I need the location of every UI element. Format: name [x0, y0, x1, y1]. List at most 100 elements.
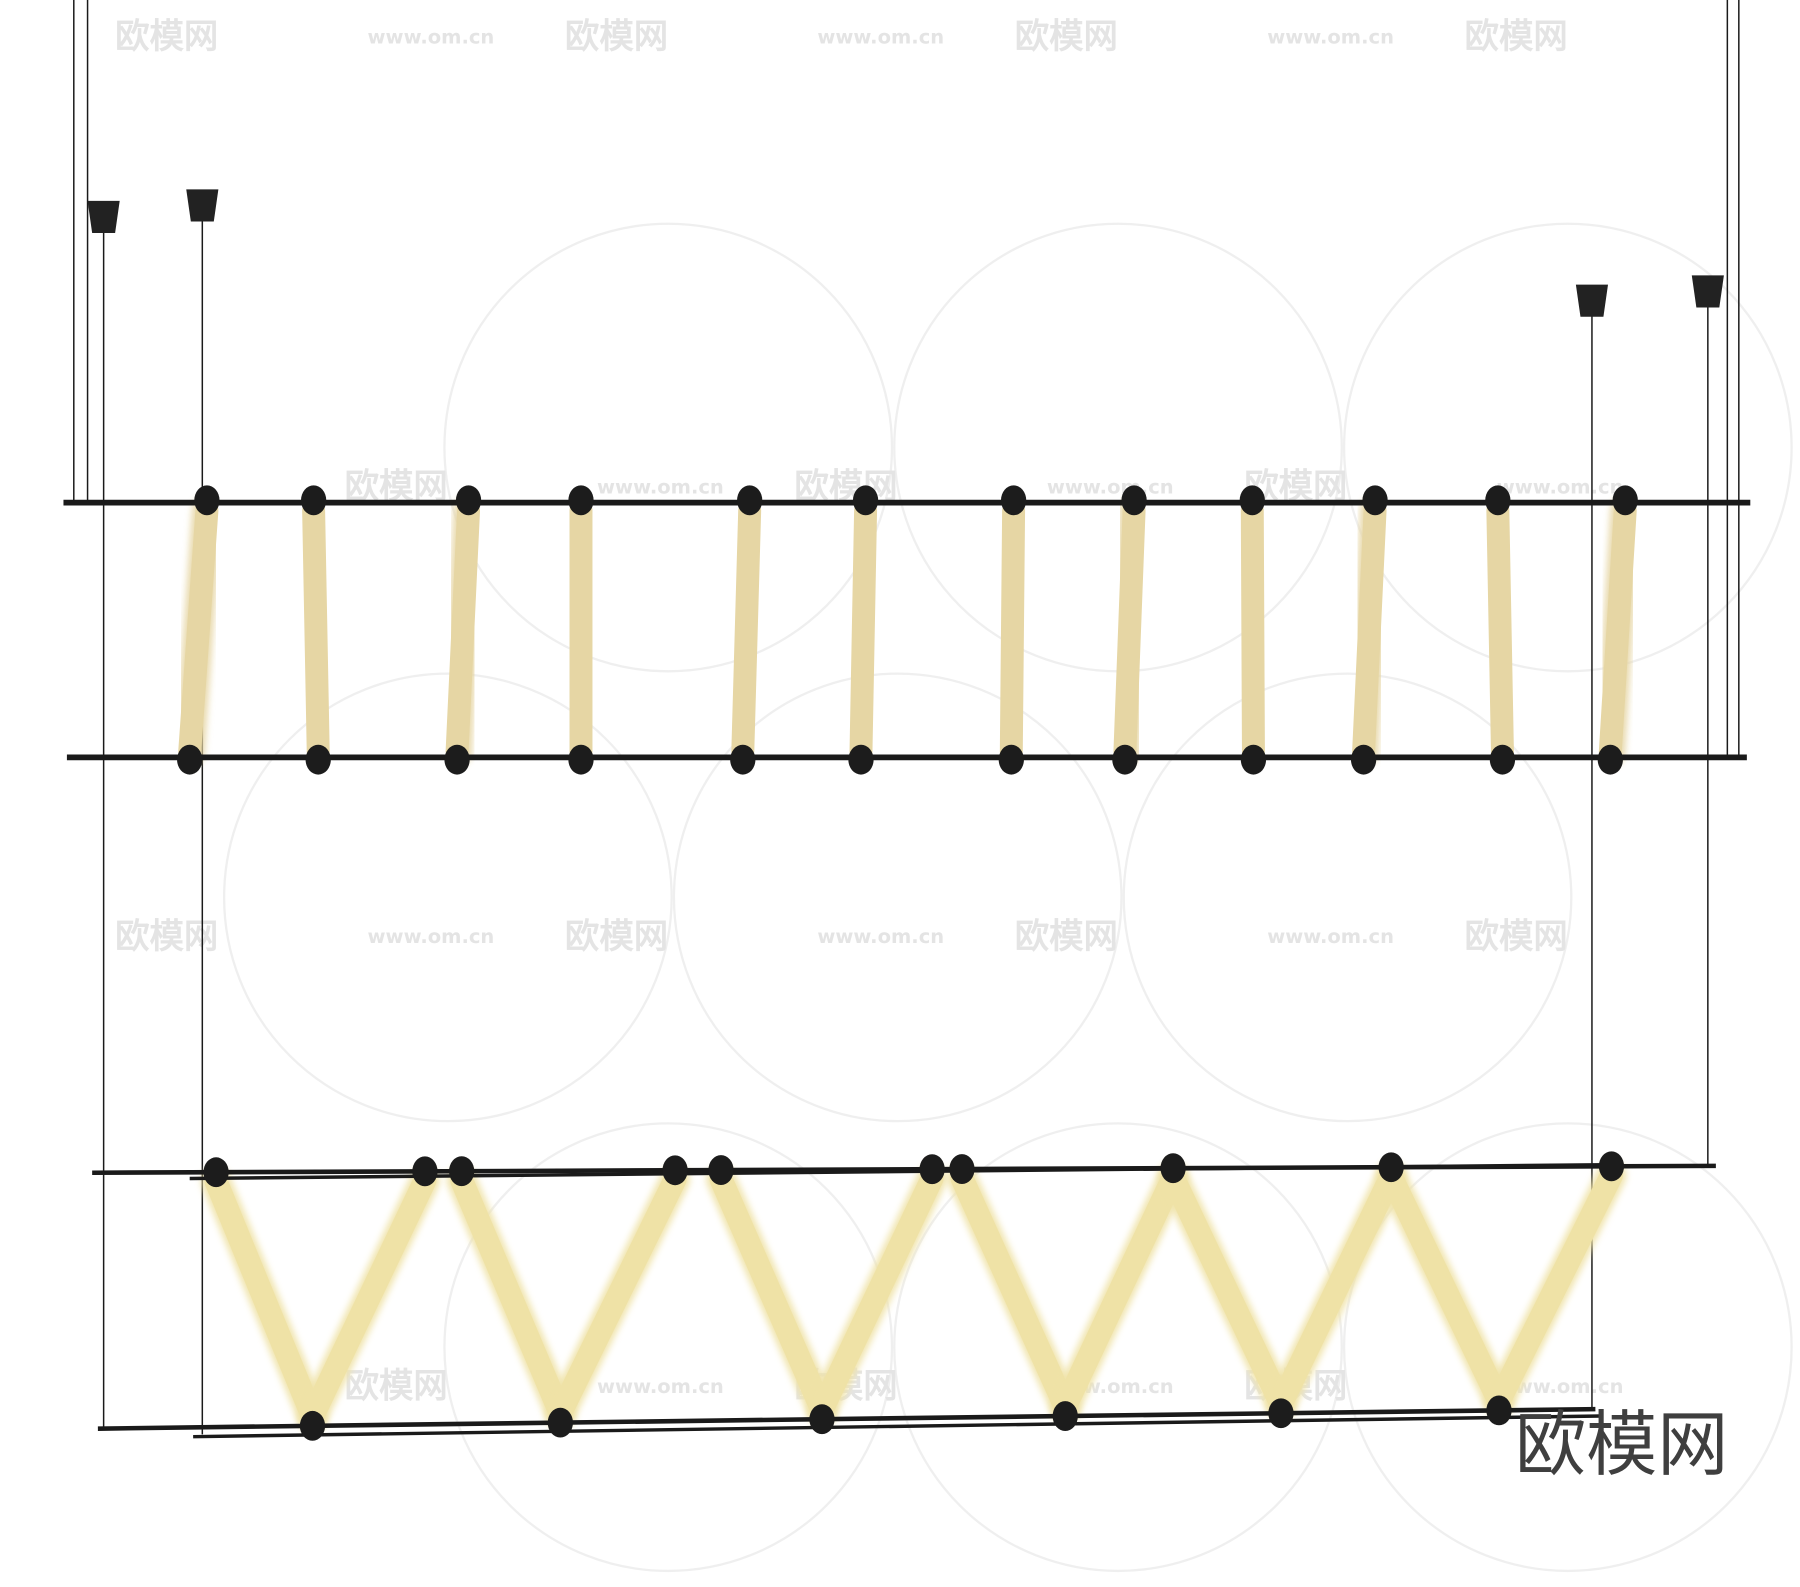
watermark-circle	[1122, 672, 1573, 1123]
tube-end-cap	[444, 744, 470, 775]
glow-tube-core	[1487, 1164, 1623, 1413]
tube-end-cap	[1239, 485, 1265, 516]
glow-tube-core	[302, 499, 330, 764]
glow-tube-core	[445, 499, 481, 764]
watermark-url: www.om.cn	[817, 925, 944, 948]
watermark-brand: 欧模网	[565, 917, 668, 957]
watermark-url: www.om.cn	[597, 475, 724, 498]
tube-end-cap	[299, 1410, 326, 1441]
glow-tube-core	[1598, 499, 1637, 764]
tube-end-cap	[1112, 744, 1138, 775]
watermark-url: www.om.cn	[1497, 475, 1624, 498]
tube-end-cap	[1160, 1153, 1186, 1184]
ceiling-canopy	[87, 200, 120, 233]
glow-tube-core	[709, 1167, 834, 1422]
watermark-url: www.om.cn	[1267, 26, 1394, 49]
glow-tube-core	[1352, 499, 1387, 764]
watermark-circle	[1342, 222, 1793, 673]
watermark-url: www.om.cn	[597, 1375, 724, 1398]
tube-end-cap	[1598, 1151, 1625, 1182]
suspension-wires	[73, 0, 1740, 1435]
watermark-brand: 欧模网	[1015, 17, 1118, 57]
glow-tube-core	[999, 499, 1026, 764]
glow-tube-core	[1113, 499, 1146, 764]
glow-tube-core	[1161, 1165, 1293, 1416]
glow-tube-core	[1053, 1165, 1185, 1419]
glow-tube-core	[204, 1169, 324, 1429]
watermark-brand: 欧模网	[115, 17, 218, 57]
tube-end-cap	[1350, 744, 1377, 775]
watermark-circle	[443, 222, 894, 673]
watermark-url: www.om.cn	[1047, 475, 1174, 498]
corner-logo: 欧模网	[1515, 1403, 1728, 1486]
tube-end-cap	[730, 744, 756, 775]
tube-end-cap	[1362, 485, 1388, 516]
glow-tube-core	[548, 1167, 687, 1425]
glow-tube-core	[1379, 1164, 1511, 1413]
tube-end-cap	[568, 485, 594, 516]
tube-end-cap	[1489, 744, 1516, 775]
watermark-brand: 欧模网	[345, 1367, 448, 1407]
tube-end-cap	[708, 1155, 734, 1186]
tube-end-cap	[848, 744, 874, 775]
watermark-circle	[672, 672, 1123, 1123]
watermark-brand: 欧模网	[1465, 917, 1568, 957]
glow-tube-core	[810, 1166, 944, 1422]
tube-end-cap	[547, 1407, 573, 1438]
tube-end-cap	[1597, 744, 1623, 775]
zigzag-tube-pendant	[92, 1151, 1716, 1441]
tube-end-cap	[949, 1154, 975, 1184]
tube-end-cap	[1240, 744, 1267, 775]
bottom-rail	[97, 1406, 1596, 1431]
tube-end-cap	[662, 1155, 688, 1186]
watermark-url: www.om.cn	[1267, 925, 1394, 948]
tube-end-cap	[412, 1156, 438, 1187]
watermark-circle	[893, 1122, 1343, 1573]
tube-end-cap	[1000, 485, 1027, 516]
tube-end-cap	[177, 744, 203, 775]
watermark-brand: 欧模网	[1015, 917, 1118, 957]
tube-end-cap	[455, 485, 482, 516]
watermark-brand: 欧模网	[1465, 17, 1568, 57]
tube-end-cap	[852, 485, 879, 516]
glow-tube-core	[450, 1168, 572, 1425]
glow-tube-core	[731, 499, 762, 764]
watermark-circle	[1342, 1122, 1793, 1573]
ceiling-canopy	[1691, 275, 1724, 308]
tube-end-cap	[1485, 485, 1511, 516]
glow-tube-core	[1240, 499, 1265, 764]
watermark-url: www.om.cn	[817, 26, 944, 49]
watermark-brand: 欧模网	[565, 17, 668, 57]
vertical-tube-pendant	[63, 485, 1751, 775]
tube-end-cap	[568, 744, 594, 775]
tube-end-cap	[737, 485, 763, 516]
tube-end-cap	[305, 744, 331, 775]
tube-end-cap	[919, 1154, 945, 1185]
glow-tube-core	[1486, 499, 1514, 764]
watermark-url: www.om.cn	[368, 26, 495, 49]
tube-end-cap	[301, 485, 327, 516]
glow-tube-core	[849, 499, 878, 764]
tube-end-cap	[449, 1156, 475, 1187]
ceiling-canopy	[1575, 284, 1609, 317]
tube-end-cap	[203, 1157, 229, 1188]
tube-end-cap	[1268, 1398, 1294, 1429]
watermark-url: www.om.cn	[368, 925, 495, 948]
tube-end-cap	[1121, 485, 1147, 516]
tube-end-cap	[1378, 1152, 1404, 1183]
glow-tube-core	[178, 499, 219, 764]
tube-end-cap	[1052, 1401, 1078, 1431]
tube-end-cap	[1612, 485, 1638, 516]
tube-end-cap	[194, 485, 220, 516]
bottom-rail-inner	[193, 1414, 1602, 1439]
glow-tube-core	[1269, 1164, 1403, 1416]
glow-tube-core	[950, 1166, 1077, 1419]
watermark-circle	[443, 1122, 894, 1573]
watermark-brand: 欧模网	[115, 917, 218, 957]
tube-end-cap	[1486, 1395, 1512, 1426]
tube-end-cap	[998, 744, 1024, 775]
glow-tube-core	[301, 1169, 437, 1429]
ceiling-canopy	[186, 189, 219, 222]
